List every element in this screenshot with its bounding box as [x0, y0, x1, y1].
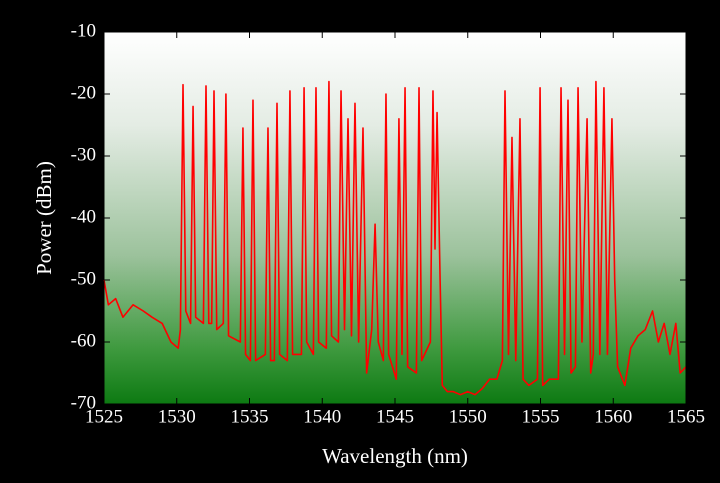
- x-tick-label: 1545: [376, 406, 414, 427]
- y-tick-label: -50: [71, 268, 96, 289]
- x-tick-label: 1550: [449, 406, 487, 427]
- spectrum-line: [103, 80, 687, 396]
- y-tick-label: -60: [71, 330, 96, 351]
- x-tick-label: 1565: [667, 406, 705, 427]
- x-tick-label: 1540: [303, 406, 341, 427]
- y-tick-label: -30: [71, 144, 96, 165]
- x-tick-label: 1555: [522, 406, 560, 427]
- x-tick-label: 1560: [594, 406, 632, 427]
- plot-frame: [103, 31, 687, 405]
- y-tick-label: -70: [71, 392, 96, 413]
- x-tick-label: 1525: [85, 406, 123, 427]
- y-tick-label: -40: [71, 206, 96, 227]
- y-tick-label: -20: [71, 82, 96, 103]
- y-axis-label: Power (dBm): [32, 161, 56, 275]
- x-tick-label: 1535: [231, 406, 269, 427]
- x-axis-label: Wavelength (nm): [322, 444, 468, 468]
- x-tick-label: 1530: [158, 406, 196, 427]
- y-tick-label: -10: [71, 20, 96, 41]
